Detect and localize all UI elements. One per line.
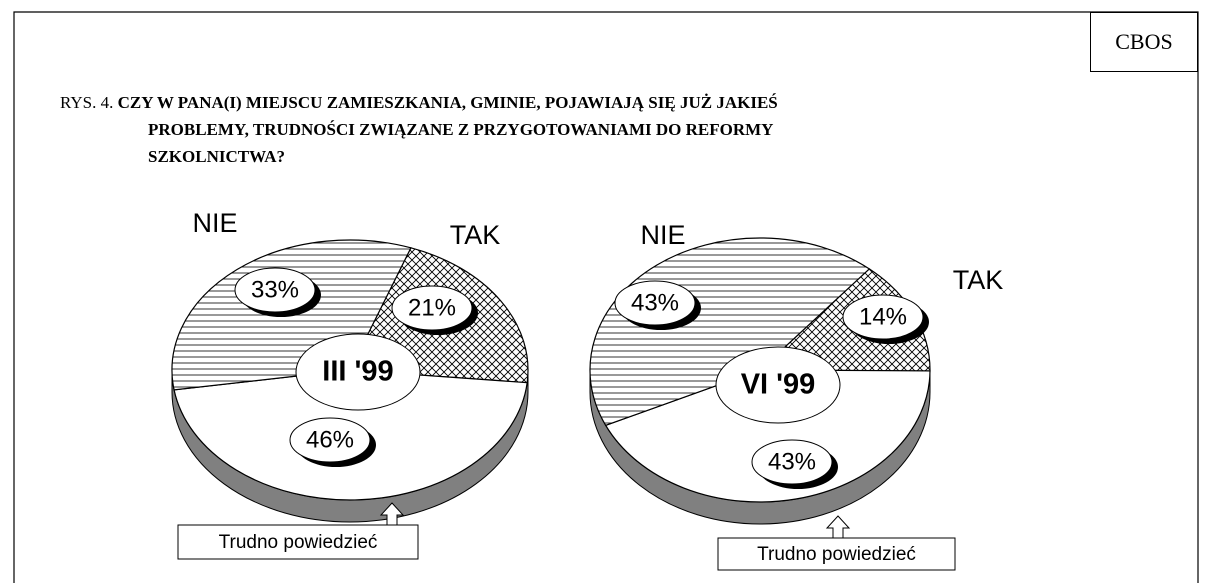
value-label-bg bbox=[289, 417, 371, 463]
category-label: TAK bbox=[953, 265, 1004, 295]
value-label-bg bbox=[614, 280, 696, 326]
figure-label: RYS. 4. bbox=[60, 93, 114, 112]
value-label: 43% bbox=[768, 448, 816, 475]
value-label: 46% bbox=[306, 426, 354, 453]
title-text: CZY W PANA(I) MIEJSCU ZAMIESZKANIA, GMIN… bbox=[117, 93, 778, 166]
chart-title: RYS. 4. CZY W PANA(I) MIEJSCU ZAMIESZKAN… bbox=[60, 89, 873, 170]
source-label: CBOS bbox=[1090, 12, 1198, 72]
value-label: 33% bbox=[251, 276, 299, 303]
center-label-bg bbox=[715, 346, 841, 424]
category-label: NIE bbox=[640, 220, 685, 250]
callout-arrow bbox=[379, 502, 405, 526]
value-label: 43% bbox=[631, 289, 679, 316]
callout-arrow bbox=[825, 515, 851, 539]
value-label: 14% bbox=[859, 303, 907, 330]
pie-slice bbox=[604, 369, 931, 503]
value-label-bg bbox=[391, 285, 473, 331]
value-label: 21% bbox=[408, 294, 456, 321]
value-label-bg bbox=[842, 294, 924, 340]
frame bbox=[13, 11, 1199, 583]
center-label: III '99 bbox=[322, 356, 393, 388]
callout-box bbox=[177, 524, 419, 560]
category-label: NIE bbox=[192, 208, 237, 238]
category-label: Trudno powiedzieć bbox=[757, 544, 916, 565]
center-label: VI '99 bbox=[741, 369, 816, 401]
value-label-bg bbox=[751, 439, 833, 485]
callout-box bbox=[717, 537, 956, 571]
value-label-bg bbox=[234, 267, 316, 313]
category-label: Trudno powiedzieć bbox=[219, 532, 378, 553]
category-label: TAK bbox=[450, 220, 501, 250]
center-label-bg bbox=[295, 333, 421, 411]
